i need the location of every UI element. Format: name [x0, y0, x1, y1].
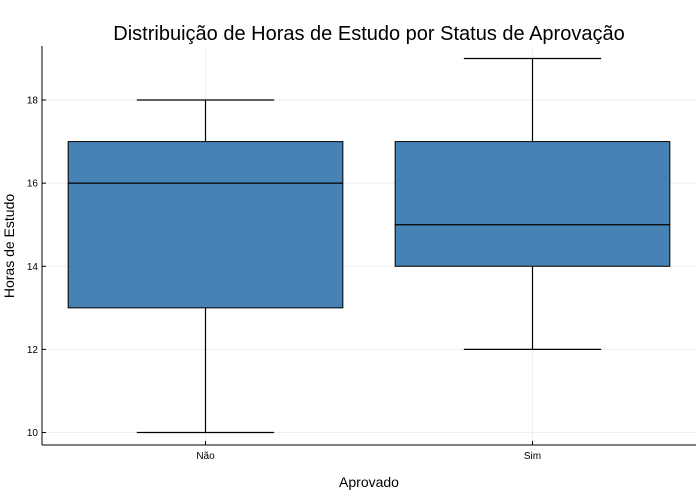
y-tick-label: 12	[27, 345, 39, 356]
iqr-box	[394, 141, 671, 267]
chart-title: Distribuição de Horas de Estudo por Stat…	[113, 23, 624, 45]
axis-layer	[41, 46, 696, 446]
y-tick-label: 16	[27, 179, 39, 190]
y-tick-label: 10	[27, 428, 39, 439]
x-axis-label: Aprovado	[339, 474, 399, 490]
y-tick-label: 14	[27, 262, 39, 273]
y-axis-label: Horas de Estudo	[1, 194, 17, 298]
box-group	[394, 57, 671, 351]
x-tick-label: Sim	[524, 451, 541, 462]
y-tick-label: 18	[27, 96, 39, 107]
box-group	[67, 99, 344, 434]
box-layer	[67, 57, 671, 434]
iqr-box	[67, 141, 344, 309]
tick-layer: 10 12 14 16 18 Não Sim	[27, 96, 541, 462]
x-tick-label: Não	[196, 451, 215, 462]
